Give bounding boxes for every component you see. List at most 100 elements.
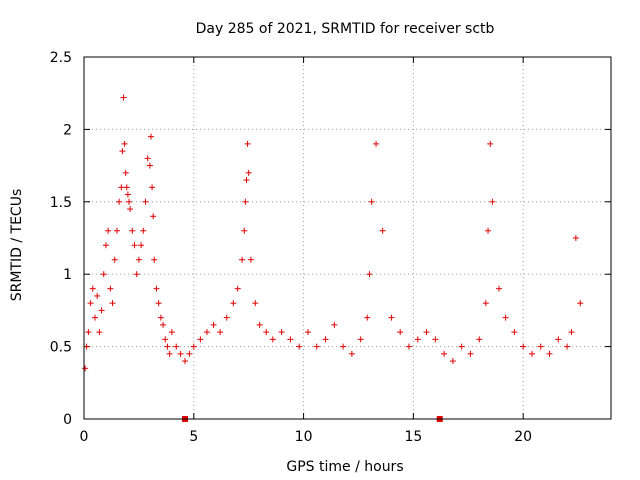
- data-point: [467, 350, 474, 357]
- data-point: [131, 242, 138, 249]
- data-point: [487, 140, 494, 147]
- data-point: [160, 321, 167, 328]
- y-axis-label: SRMTID / TECUs: [9, 189, 25, 302]
- y-tick-label: 1: [63, 267, 72, 283]
- data-point: [87, 300, 94, 307]
- data-point: [357, 336, 364, 343]
- data-point: [322, 336, 329, 343]
- data-point: [118, 184, 125, 191]
- data-point: [203, 329, 210, 336]
- data-point: [296, 343, 303, 350]
- data-point: [340, 343, 347, 350]
- data-point: [313, 343, 320, 350]
- data-point: [82, 365, 89, 372]
- data-point: [105, 227, 112, 234]
- data-point: [147, 133, 154, 140]
- data-point: [153, 285, 160, 292]
- data-point: [239, 256, 246, 263]
- data-point: [537, 343, 544, 350]
- data-point: [155, 300, 162, 307]
- data-point: [546, 350, 553, 357]
- data-point: [182, 358, 189, 365]
- x-axis-label: GPS time / hours: [286, 459, 403, 475]
- y-tick-label: 2.5: [50, 50, 72, 66]
- data-point: [414, 336, 421, 343]
- data-point: [91, 314, 98, 321]
- data-point: [366, 271, 373, 278]
- data-point: [234, 285, 241, 292]
- data-point: [157, 314, 164, 321]
- data-point: [116, 198, 123, 205]
- data-point: [263, 329, 270, 336]
- x-tick-label: 0: [80, 429, 89, 445]
- data-point: [348, 350, 355, 357]
- plot-frame: [83, 56, 612, 420]
- data-point: [379, 227, 386, 234]
- data-point: [432, 336, 439, 343]
- data-point: [186, 350, 193, 357]
- data-point: [119, 148, 126, 155]
- data-point: [269, 336, 276, 343]
- data-point: [458, 343, 465, 350]
- data-point: [405, 343, 412, 350]
- data-point: [230, 300, 237, 307]
- data-point: [577, 300, 584, 307]
- data-point: [210, 321, 217, 328]
- data-point: [150, 213, 157, 220]
- data-point: [304, 329, 311, 336]
- data-point: [278, 329, 285, 336]
- data-point: [482, 300, 489, 307]
- data-point: [89, 285, 96, 292]
- data-point: [127, 206, 134, 213]
- data-point: [568, 329, 575, 336]
- data-point: [133, 271, 140, 278]
- data-point: [489, 198, 496, 205]
- data-point: [85, 329, 92, 336]
- data-point: [146, 162, 153, 169]
- data-point: [113, 227, 120, 234]
- data-point: [223, 314, 230, 321]
- data-point: [120, 94, 127, 101]
- grid: [84, 57, 611, 419]
- data-point: [98, 307, 105, 314]
- data-point: [520, 343, 527, 350]
- chart-title: Day 285 of 2021, SRMTID for receiver sct…: [196, 21, 495, 37]
- data-point: [164, 343, 171, 350]
- data-point: [151, 256, 158, 263]
- data-point: [449, 358, 456, 365]
- data-point: [168, 329, 175, 336]
- data-point: [190, 343, 197, 350]
- y-tick-label: 0.5: [50, 340, 72, 356]
- data-point: [242, 198, 249, 205]
- data-point: [107, 285, 114, 292]
- data-point: [496, 285, 503, 292]
- data-point: [124, 191, 131, 198]
- data-point: [129, 227, 136, 234]
- data-point: [485, 227, 492, 234]
- x-tick-label: 10: [295, 429, 313, 445]
- x-tick-label: 15: [404, 429, 422, 445]
- data-point: [126, 198, 133, 205]
- data-point: [135, 256, 142, 263]
- data-point: [109, 300, 116, 307]
- data-point: [162, 336, 169, 343]
- data-point: [173, 343, 180, 350]
- data-points: [82, 94, 584, 372]
- data-point: [423, 329, 430, 336]
- data-point: [142, 198, 149, 205]
- data-point: [441, 350, 448, 357]
- data-point: [331, 321, 338, 328]
- data-point: [247, 256, 254, 263]
- data-point: [94, 292, 101, 299]
- data-point: [149, 184, 156, 191]
- data-point: [388, 314, 395, 321]
- data-point: [245, 169, 252, 176]
- y-tick-label: 1.5: [50, 195, 72, 211]
- data-point: [243, 177, 250, 184]
- data-point: [177, 350, 184, 357]
- data-point: [100, 271, 107, 278]
- data-point: [368, 198, 375, 205]
- data-point: [121, 140, 128, 147]
- x-tick-label: 5: [189, 429, 198, 445]
